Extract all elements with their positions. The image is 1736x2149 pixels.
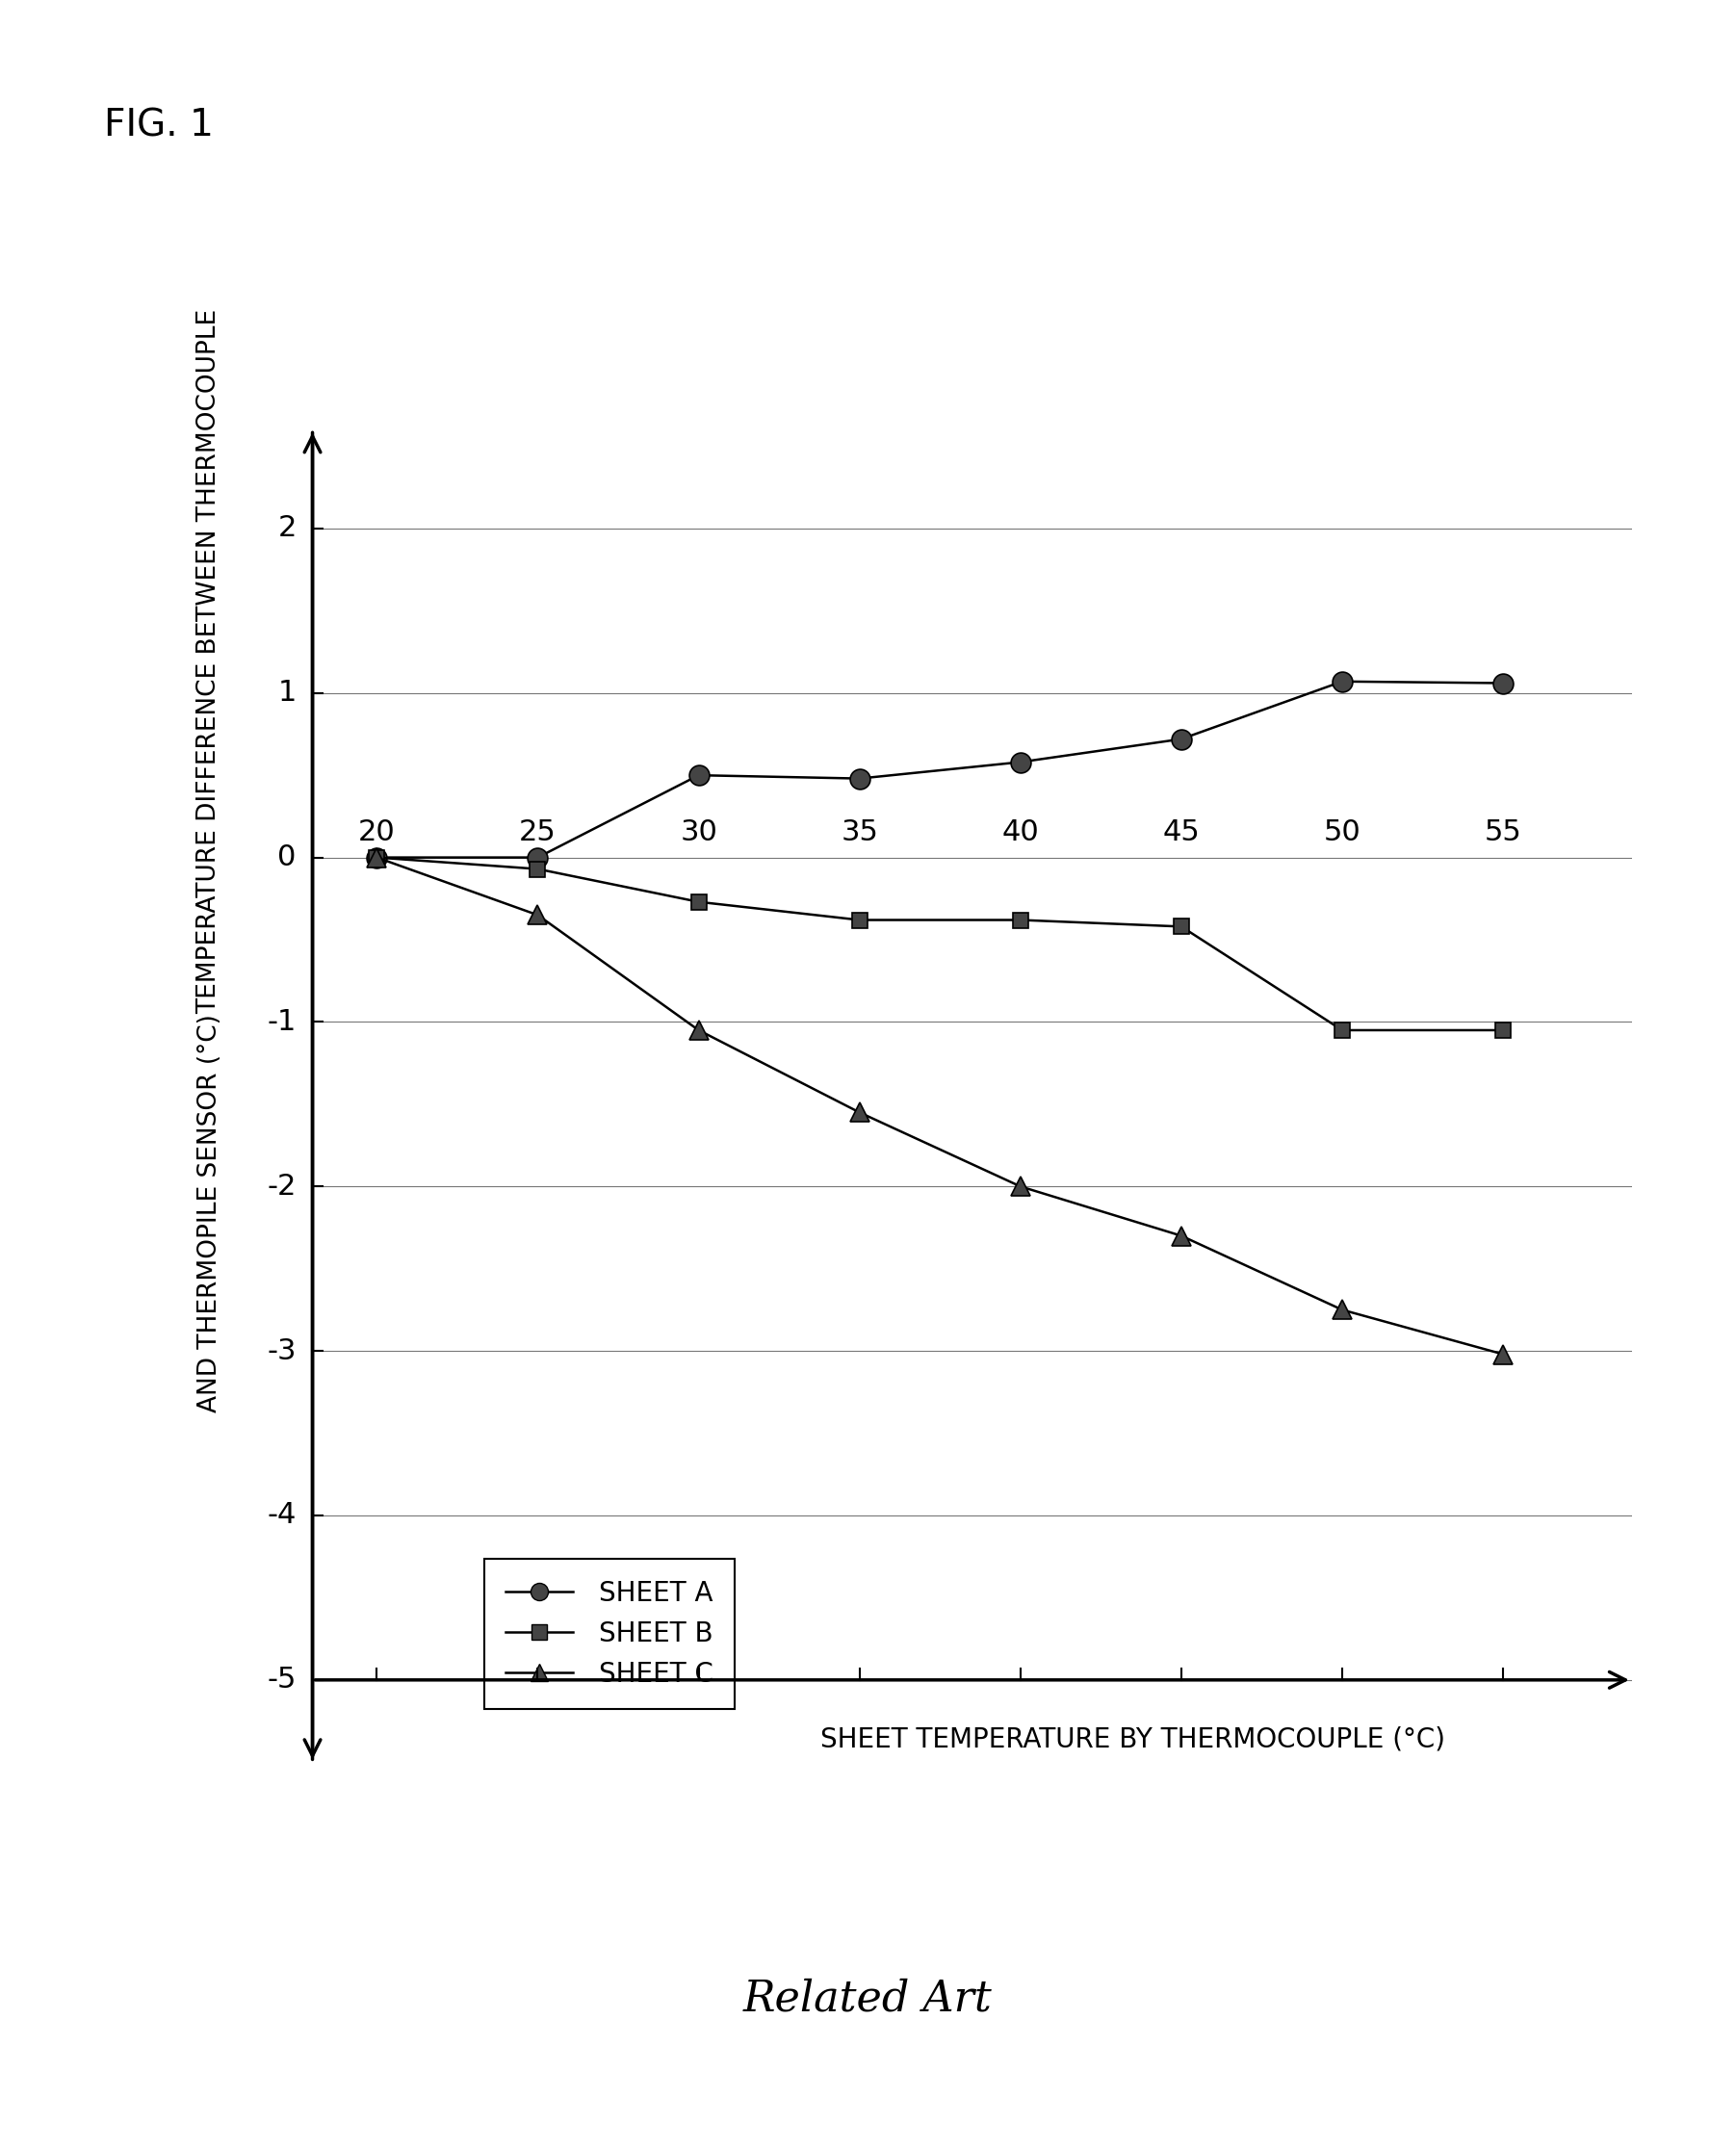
Text: 20: 20	[358, 819, 396, 847]
Text: 35: 35	[840, 819, 878, 847]
Text: 45: 45	[1163, 819, 1200, 847]
Text: AND THERMOPILE SENSOR (°C): AND THERMOPILE SENSOR (°C)	[196, 1014, 222, 1412]
Text: 50: 50	[1323, 819, 1361, 847]
Legend: SHEET A, SHEET B, SHEET C: SHEET A, SHEET B, SHEET C	[484, 1558, 734, 1708]
Text: TEMPERATURE DIFFERENCE BETWEEN THERMOCOUPLE: TEMPERATURE DIFFERENCE BETWEEN THERMOCOU…	[196, 309, 222, 1014]
Text: -2: -2	[267, 1173, 297, 1201]
Text: 55: 55	[1484, 819, 1522, 847]
Text: -1: -1	[267, 1008, 297, 1036]
Text: 1: 1	[278, 679, 297, 707]
Text: Related Art: Related Art	[743, 1977, 993, 2020]
Text: -4: -4	[267, 1502, 297, 1530]
Text: 30: 30	[681, 819, 717, 847]
Text: 2: 2	[278, 514, 297, 542]
Text: -5: -5	[267, 1665, 297, 1693]
Text: SHEET TEMPERATURE BY THERMOCOUPLE (°C): SHEET TEMPERATURE BY THERMOCOUPLE (°C)	[821, 1726, 1446, 1754]
Text: 0: 0	[278, 845, 297, 872]
Text: 25: 25	[519, 819, 557, 847]
Text: FIG. 1: FIG. 1	[104, 107, 214, 144]
Text: 40: 40	[1002, 819, 1040, 847]
Text: -3: -3	[267, 1337, 297, 1365]
